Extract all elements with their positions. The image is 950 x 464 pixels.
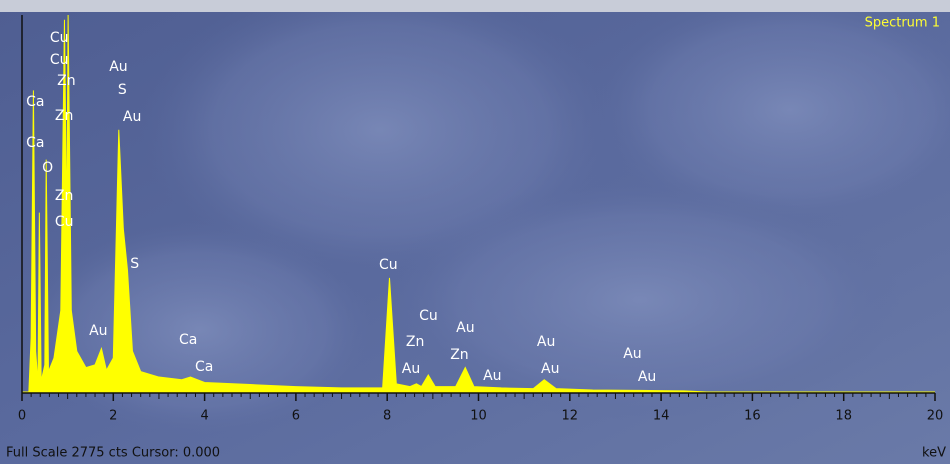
- peak-label: Zn: [55, 188, 73, 204]
- peak-label: Cu: [419, 308, 438, 324]
- x-tick-label: 18: [835, 409, 852, 424]
- footer-status: Full Scale 2775 cts Cursor: 0.000: [6, 446, 220, 461]
- x-tick-label: 14: [653, 409, 670, 424]
- peak-label: S: [118, 82, 127, 98]
- x-tick-label: 4: [200, 409, 208, 424]
- peak-label: Au: [623, 346, 641, 362]
- peak-label: Cu: [50, 52, 69, 68]
- peak-label: O: [42, 160, 53, 176]
- spectrum-title: Spectrum 1: [865, 16, 940, 31]
- peak-label: Ca: [26, 94, 44, 110]
- peak-label: Zn: [55, 108, 73, 124]
- peak-label: Au: [541, 361, 559, 377]
- peak-label: S: [130, 256, 139, 272]
- peak-label: Cu: [50, 30, 69, 46]
- x-tick-label: 16: [744, 409, 761, 424]
- top-frame: [0, 0, 950, 12]
- peak-label: Au: [89, 323, 107, 339]
- peak-label: Zn: [406, 334, 424, 350]
- peak-label: Cu: [379, 257, 398, 273]
- peak-label: Au: [402, 361, 420, 377]
- peak-label: Au: [537, 334, 555, 350]
- spectrum-window: Spectrum 1 Full Scale 2775 cts Cursor: 0…: [0, 0, 950, 464]
- peak-label: Zn: [57, 73, 75, 89]
- x-tick-label: 6: [292, 409, 300, 424]
- peak-label: Au: [456, 320, 474, 336]
- x-tick-label: 12: [562, 409, 579, 424]
- peak-label: Au: [638, 369, 656, 385]
- peak-label: Ca: [26, 135, 44, 151]
- peak-label: Au: [483, 368, 501, 384]
- peak-label: Zn: [450, 347, 468, 363]
- peak-label: Au: [109, 59, 127, 75]
- x-tick-label: 8: [383, 409, 391, 424]
- x-tick-label: 2: [109, 409, 117, 424]
- x-tick-label: 20: [927, 409, 944, 424]
- x-tick-label: 0: [18, 409, 26, 424]
- peak-label: Ca: [179, 332, 197, 348]
- x-tick-label: 10: [470, 409, 487, 424]
- peak-label: Ca: [195, 359, 213, 375]
- peak-label: Au: [123, 109, 141, 125]
- peak-label: Cu: [55, 214, 74, 230]
- x-axis-label: keV: [922, 446, 946, 461]
